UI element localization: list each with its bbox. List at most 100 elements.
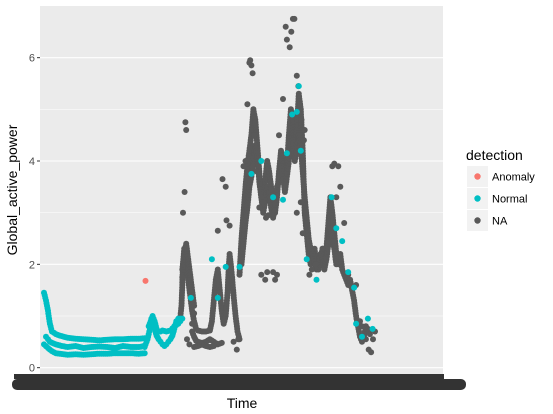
data-point-normal (369, 325, 376, 332)
data-point-na (248, 62, 255, 69)
data-point-na (223, 217, 230, 224)
data-point-normal (353, 320, 360, 327)
data-point-na (276, 132, 282, 139)
data-point-na (366, 331, 373, 338)
data-point-na (179, 274, 186, 281)
legend-swatch (474, 217, 481, 224)
data-point-na (264, 269, 271, 276)
data-point-na (226, 222, 233, 229)
data-point-normal (208, 256, 215, 263)
data-point-normal (295, 83, 302, 90)
data-point-na (258, 271, 265, 278)
data-point-na (235, 336, 242, 343)
data-point-na (359, 323, 365, 330)
legend-label: NA (492, 216, 508, 228)
data-point-na (258, 194, 265, 201)
data-point-na (184, 336, 190, 343)
data-point-na (301, 127, 308, 133)
legend: detection Anomaly Normal NA (466, 147, 535, 231)
data-point-na (300, 137, 307, 144)
data-point-na (251, 132, 258, 139)
data-points (41, 15, 378, 358)
data-point-normal (289, 111, 296, 118)
data-point-normal (270, 194, 277, 201)
data-point-normal (248, 170, 255, 177)
data-point-na (186, 341, 193, 348)
data-point-na (370, 336, 376, 343)
data-point-na (333, 261, 340, 268)
x-axis-title: Time (227, 395, 258, 411)
data-point-na (182, 119, 189, 126)
data-point-na (297, 199, 304, 206)
data-point-na (262, 276, 269, 283)
data-point-anomaly (142, 277, 149, 284)
data-point-normal (293, 108, 300, 115)
data-point-na (180, 209, 186, 216)
data-point-normal (297, 147, 304, 154)
y-tick-label: 4 (29, 156, 35, 168)
data-point-na (286, 44, 293, 51)
data-point-na (293, 72, 300, 79)
data-point-na (283, 36, 290, 43)
data-point-normal (364, 315, 371, 322)
data-point-na (242, 158, 249, 164)
data-point-na (312, 261, 319, 268)
data-point-normal (283, 150, 290, 157)
data-point-na (280, 96, 286, 102)
data-point-na (210, 343, 217, 349)
y-axis: 0 2 4 6 (29, 53, 40, 375)
data-point-na (282, 23, 289, 30)
data-point-normal (187, 294, 194, 301)
data-point-normal (345, 269, 352, 276)
data-point-na (191, 302, 198, 309)
data-point-normal (328, 194, 335, 201)
legend-swatch (474, 173, 481, 180)
data-point-na (230, 338, 237, 345)
plot-panel (40, 6, 443, 378)
data-point-na (253, 168, 260, 175)
data-point-normal (179, 315, 186, 322)
data-point-normal (141, 350, 148, 357)
y-axis-title: Global_active_power (4, 124, 20, 255)
data-point-na (218, 339, 225, 346)
y-tick-label: 0 (29, 363, 35, 375)
y-tick-label: 6 (29, 53, 35, 65)
data-point-na (291, 15, 298, 22)
data-point-na (268, 186, 275, 193)
data-point-na (260, 199, 267, 206)
data-point-na (189, 320, 196, 327)
data-point-na (219, 176, 226, 183)
data-point-na (249, 70, 256, 77)
data-point-normal (214, 294, 221, 301)
data-point-na (308, 266, 315, 273)
data-point-normal (236, 263, 243, 270)
data-point-na (256, 204, 263, 211)
data-point-na (368, 349, 375, 356)
data-point-na (214, 227, 221, 234)
data-point-na (306, 271, 313, 278)
data-point-normal (339, 238, 346, 245)
legend-title: detection (466, 147, 523, 163)
data-point-na (272, 276, 279, 283)
data-point-na (293, 209, 300, 216)
data-point-na (183, 127, 190, 133)
data-point-normal (313, 276, 320, 283)
legend-label: Anomaly (492, 172, 535, 184)
data-point-normal (333, 225, 340, 232)
data-point-na (333, 194, 340, 201)
data-point-na (337, 183, 344, 190)
data-point-na (319, 245, 326, 252)
data-point-na (240, 163, 247, 170)
data-point-normal (222, 263, 229, 270)
data-point-na (233, 346, 240, 353)
legend-label: Normal (492, 194, 527, 206)
data-point-na (335, 163, 342, 170)
data-point-na (244, 101, 251, 108)
legend-swatch (474, 195, 481, 202)
data-point-normal (280, 196, 286, 203)
data-point-na (298, 116, 305, 123)
data-point-normal (359, 333, 365, 340)
y-tick-label: 2 (29, 259, 35, 271)
data-point-na (265, 212, 272, 219)
